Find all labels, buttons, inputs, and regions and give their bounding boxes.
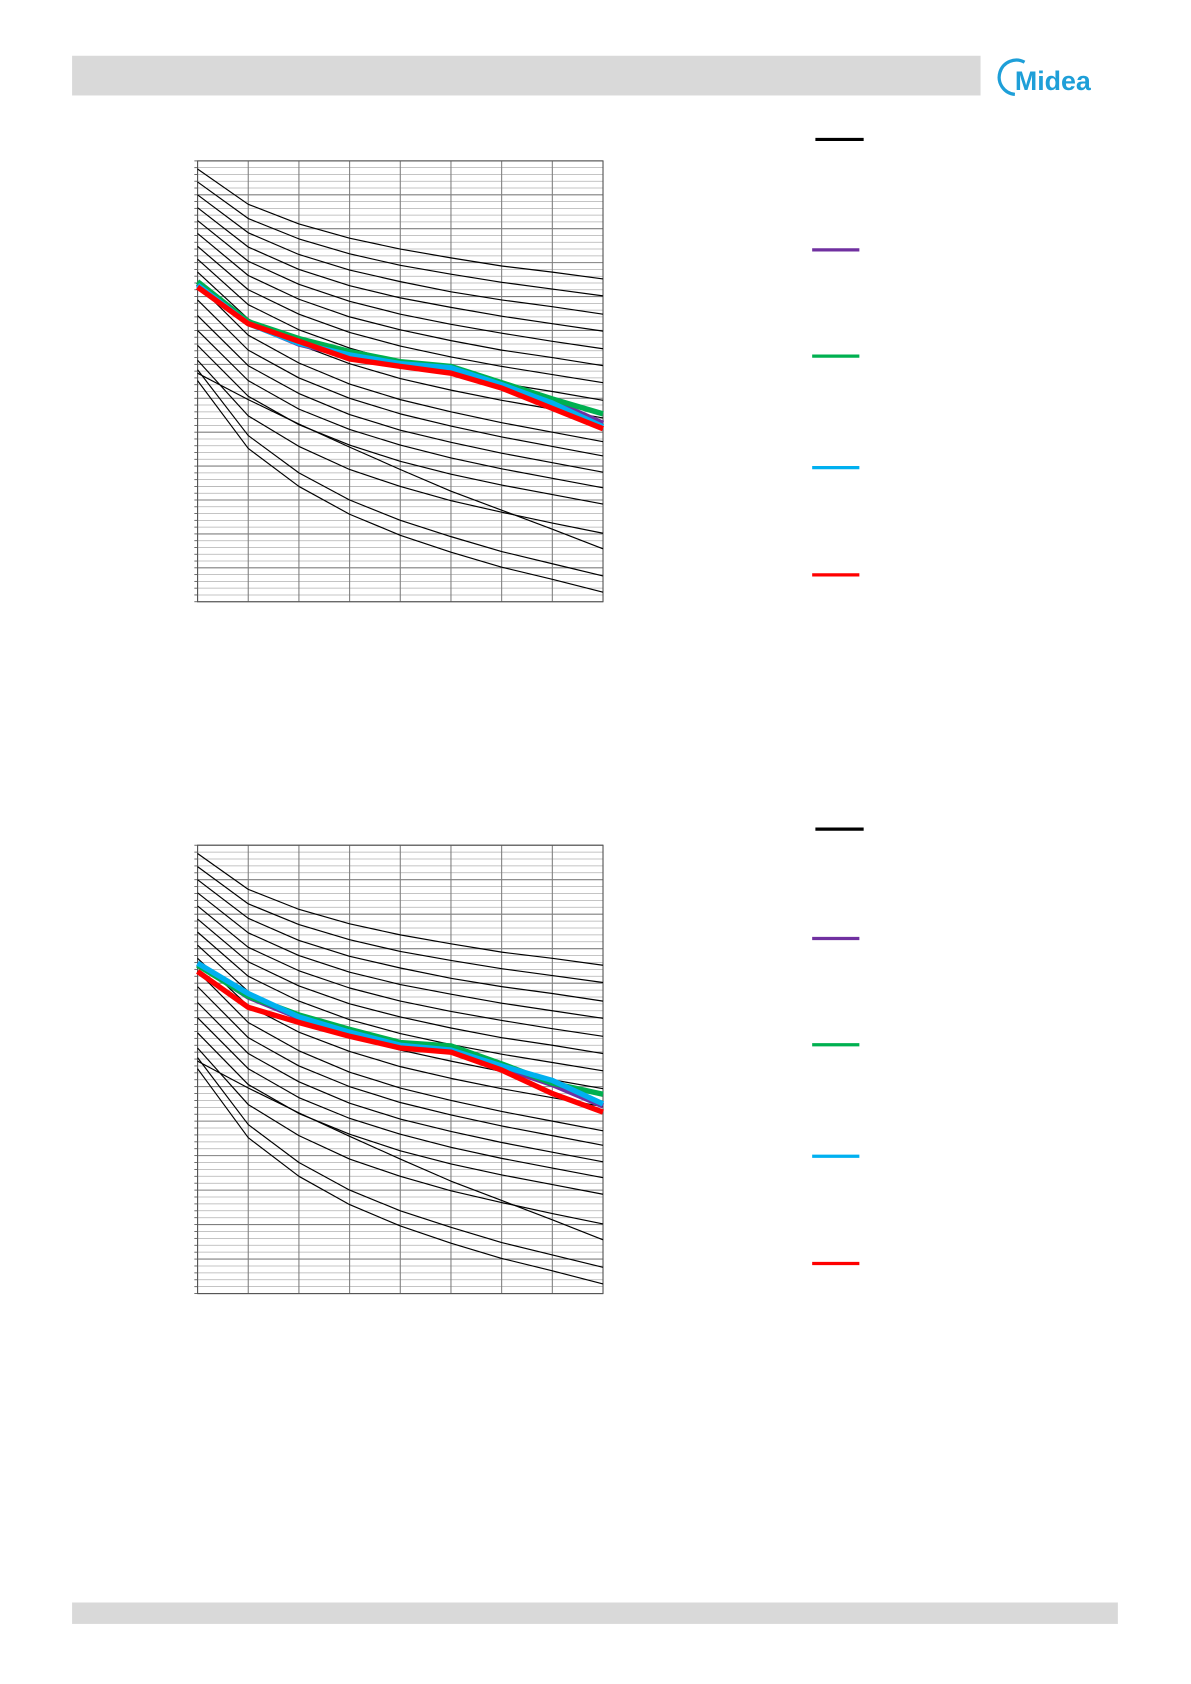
series-line <box>196 960 605 1107</box>
series-line <box>197 931 604 1072</box>
series-line <box>197 233 604 367</box>
series-line <box>197 971 604 1132</box>
series-line <box>197 168 604 280</box>
series-line <box>197 284 604 443</box>
logo-arc <box>997 58 1026 96</box>
series-line <box>197 315 604 473</box>
series-line <box>196 969 604 1115</box>
series-line <box>197 1060 604 1241</box>
series-line <box>197 359 604 534</box>
series-line <box>197 245 604 384</box>
series-line <box>197 879 604 1002</box>
series-line <box>197 220 604 350</box>
series-line <box>197 380 604 593</box>
series-line <box>197 1002 604 1163</box>
series-line <box>197 1047 604 1225</box>
series-line <box>197 892 604 1019</box>
series-line <box>197 1068 604 1285</box>
series-line <box>197 1017 604 1179</box>
series-line <box>197 372 604 550</box>
series-line <box>197 369 604 577</box>
logo: Midea <box>1015 66 1092 96</box>
series-line <box>197 299 604 457</box>
series-line <box>197 986 604 1146</box>
series-line <box>197 918 604 1055</box>
series-line <box>197 905 604 1037</box>
footer-bar <box>72 1602 1118 1624</box>
header-bar <box>72 55 981 96</box>
series-line <box>197 866 604 984</box>
series-line <box>197 344 604 505</box>
series-line <box>197 207 604 332</box>
series-line <box>197 853 604 966</box>
series-line <box>195 284 605 432</box>
series-line <box>197 194 604 315</box>
series-line <box>197 1057 604 1268</box>
series-line <box>197 330 604 489</box>
series-line <box>197 181 604 297</box>
series-line <box>197 1032 604 1195</box>
